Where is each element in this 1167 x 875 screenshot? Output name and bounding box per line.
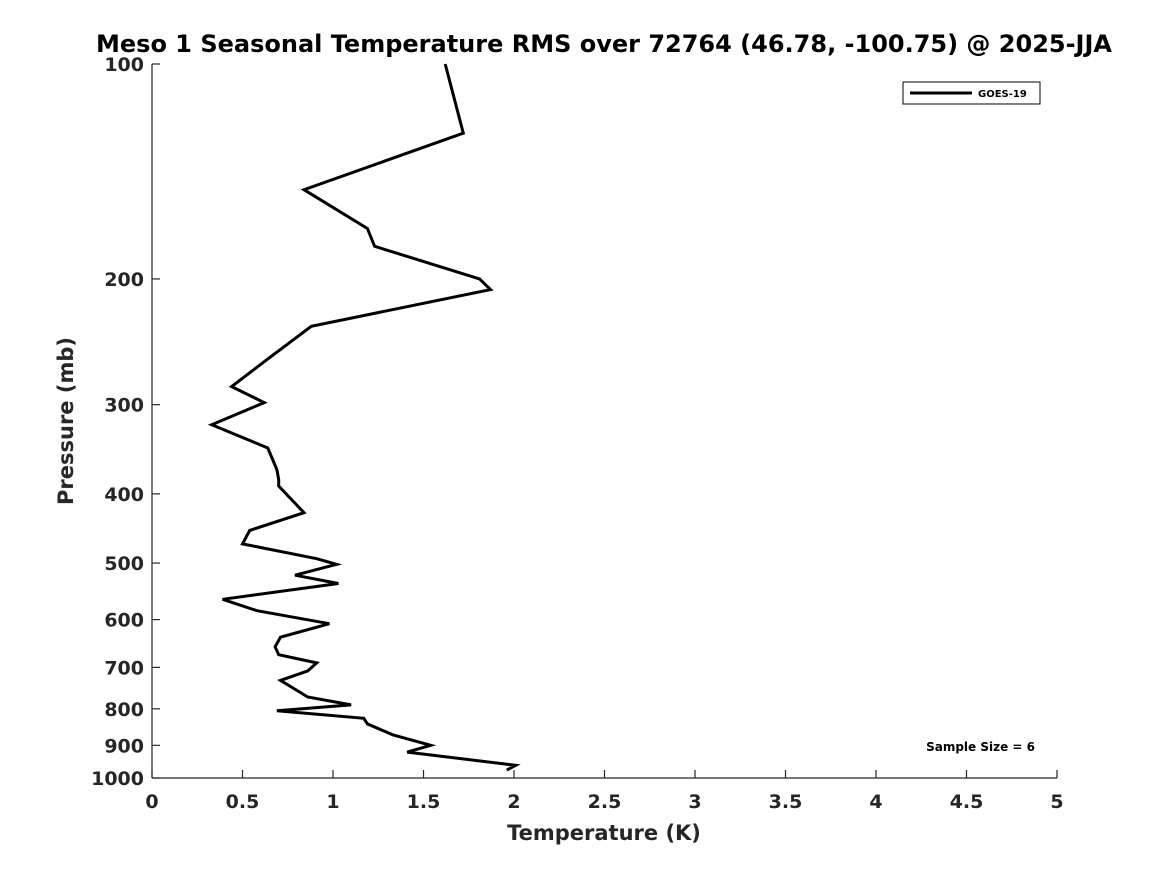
x-tick-label: 2 [507,791,520,813]
x-tick-label: 4.5 [950,791,984,813]
series-group [207,63,521,772]
x-tick-label: 0.5 [226,791,260,813]
series-line-goes-19 [207,63,521,772]
legend-entry-label: GOES-19 [978,89,1027,100]
y-tick-label: 900 [104,735,144,757]
x-tick-label: 1.5 [407,791,441,813]
y-tick-label: 500 [104,553,144,575]
x-tick-label: 5 [1050,791,1063,813]
y-tick-label: 600 [104,610,144,632]
x-tick-label: 4 [869,791,882,813]
x-tick-label: 3 [688,791,701,813]
x-tick-label: 2.5 [588,791,622,813]
sample-size-annotation: Sample Size = 6 [926,740,1035,754]
y-tick-label: 800 [104,699,144,721]
x-axis-label: Temperature (K) [507,821,701,845]
y-tick-label: 400 [104,484,144,506]
y-tick-label: 700 [104,657,144,679]
x-ticks: 0 0.5 1 1.5 2 2.5 3 3.5 4 4.5 5 [145,770,1064,813]
y-ticks: 100 200 300 400 500 600 700 800 900 1000 [91,54,160,790]
x-tick-label: 0 [145,791,158,813]
y-tick-label: 300 [104,395,144,417]
y-tick-label: 1000 [91,768,144,790]
legend: GOES-19 [902,81,1041,105]
x-tick-label: 3.5 [769,791,803,813]
y-axis-label: Pressure (mb) [54,337,78,505]
x-tick-label: 1 [326,791,339,813]
chart-title: Meso 1 Seasonal Temperature RMS over 727… [96,30,1112,58]
y-tick-label: 200 [104,269,144,291]
y-tick-label: 100 [104,54,144,76]
